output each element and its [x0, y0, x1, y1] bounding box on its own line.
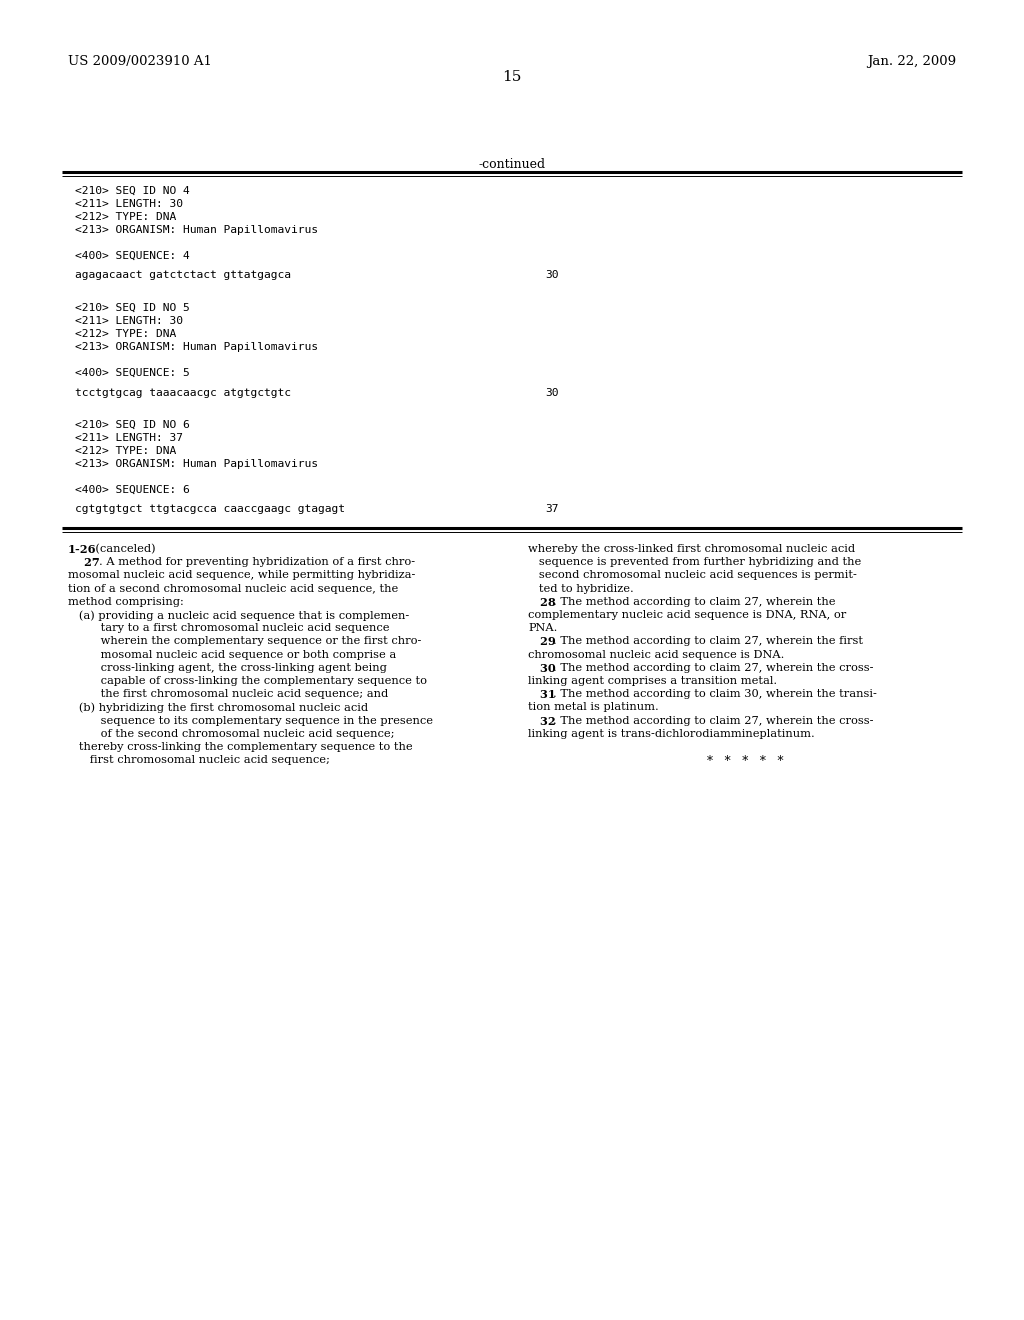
Text: method comprising:: method comprising:: [68, 597, 183, 607]
Text: . A method for preventing hybridization of a first chro-: . A method for preventing hybridization …: [98, 557, 415, 568]
Text: <400> SEQUENCE: 4: <400> SEQUENCE: 4: [75, 251, 189, 261]
Text: the first chromosomal nucleic acid sequence; and: the first chromosomal nucleic acid seque…: [68, 689, 388, 700]
Text: 1-26: 1-26: [68, 544, 96, 554]
Text: (b) hybridizing the first chromosomal nucleic acid: (b) hybridizing the first chromosomal nu…: [68, 702, 368, 713]
Text: agagacaact gatctctact gttatgagca: agagacaact gatctctact gttatgagca: [75, 271, 291, 281]
Text: Jan. 22, 2009: Jan. 22, 2009: [867, 55, 956, 69]
Text: second chromosomal nucleic acid sequences is permit-: second chromosomal nucleic acid sequence…: [528, 570, 857, 581]
Text: thereby cross-linking the complementary sequence to the: thereby cross-linking the complementary …: [68, 742, 413, 752]
Text: cross-linking agent, the cross-linking agent being: cross-linking agent, the cross-linking a…: [68, 663, 387, 673]
Text: <210> SEQ ID NO 5: <210> SEQ ID NO 5: [75, 304, 189, 313]
Text: 30: 30: [528, 663, 556, 673]
Text: 30: 30: [545, 271, 558, 281]
Text: <211> LENGTH: 30: <211> LENGTH: 30: [75, 315, 183, 326]
Text: whereby the cross-linked first chromosomal nucleic acid: whereby the cross-linked first chromosom…: [528, 544, 855, 554]
Text: 37: 37: [545, 504, 558, 515]
Text: . The method according to claim 27, wherein the cross-: . The method according to claim 27, wher…: [553, 663, 873, 673]
Text: <213> ORGANISM: Human Papillomavirus: <213> ORGANISM: Human Papillomavirus: [75, 224, 318, 235]
Text: <400> SEQUENCE: 5: <400> SEQUENCE: 5: [75, 368, 189, 378]
Text: tcctgtgcag taaacaacgc atgtgctgtc: tcctgtgcag taaacaacgc atgtgctgtc: [75, 388, 291, 397]
Text: 32: 32: [528, 715, 556, 726]
Text: <210> SEQ ID NO 6: <210> SEQ ID NO 6: [75, 420, 189, 430]
Text: sequence is prevented from further hybridizing and the: sequence is prevented from further hybri…: [528, 557, 861, 568]
Text: tary to a first chromosomal nucleic acid sequence: tary to a first chromosomal nucleic acid…: [68, 623, 389, 634]
Text: sequence to its complementary sequence in the presence: sequence to its complementary sequence i…: [68, 715, 433, 726]
Text: wherein the complementary sequence or the first chro-: wherein the complementary sequence or th…: [68, 636, 421, 647]
Text: PNA.: PNA.: [528, 623, 557, 634]
Text: . The method according to claim 27, wherein the cross-: . The method according to claim 27, wher…: [553, 715, 873, 726]
Text: . (canceled): . (canceled): [88, 544, 156, 554]
Text: 15: 15: [503, 70, 521, 84]
Text: . The method according to claim 27, wherein the first: . The method according to claim 27, wher…: [553, 636, 863, 647]
Text: <213> ORGANISM: Human Papillomavirus: <213> ORGANISM: Human Papillomavirus: [75, 342, 318, 352]
Text: <213> ORGANISM: Human Papillomavirus: <213> ORGANISM: Human Papillomavirus: [75, 459, 318, 469]
Text: of the second chromosomal nucleic acid sequence;: of the second chromosomal nucleic acid s…: [68, 729, 394, 739]
Text: <211> LENGTH: 30: <211> LENGTH: 30: [75, 199, 183, 209]
Text: capable of cross-linking the complementary sequence to: capable of cross-linking the complementa…: [68, 676, 427, 686]
Text: <211> LENGTH: 37: <211> LENGTH: 37: [75, 433, 183, 444]
Text: . The method according to claim 27, wherein the: . The method according to claim 27, wher…: [553, 597, 836, 607]
Text: 30: 30: [545, 388, 558, 397]
Text: 29: 29: [528, 636, 556, 647]
Text: mosomal nucleic acid sequence, while permitting hybridiza-: mosomal nucleic acid sequence, while per…: [68, 570, 416, 581]
Text: cgtgtgtgct ttgtacgcca caaccgaagc gtagagt: cgtgtgtgct ttgtacgcca caaccgaagc gtagagt: [75, 504, 345, 515]
Text: ted to hybridize.: ted to hybridize.: [528, 583, 634, 594]
Text: tion metal is platinum.: tion metal is platinum.: [528, 702, 658, 713]
Text: 27: 27: [68, 557, 99, 568]
Text: chromosomal nucleic acid sequence is DNA.: chromosomal nucleic acid sequence is DNA…: [528, 649, 784, 660]
Text: 31: 31: [528, 689, 556, 700]
Text: <212> TYPE: DNA: <212> TYPE: DNA: [75, 329, 176, 339]
Text: linking agent comprises a transition metal.: linking agent comprises a transition met…: [528, 676, 777, 686]
Text: *   *   *   *   *: * * * * *: [707, 755, 783, 768]
Text: US 2009/0023910 A1: US 2009/0023910 A1: [68, 55, 212, 69]
Text: <212> TYPE: DNA: <212> TYPE: DNA: [75, 213, 176, 222]
Text: linking agent is trans-dichlorodiammineplatinum.: linking agent is trans-dichlorodiamminep…: [528, 729, 815, 739]
Text: first chromosomal nucleic acid sequence;: first chromosomal nucleic acid sequence;: [68, 755, 330, 766]
Text: complementary nucleic acid sequence is DNA, RNA, or: complementary nucleic acid sequence is D…: [528, 610, 846, 620]
Text: -continued: -continued: [478, 158, 546, 172]
Text: <400> SEQUENCE: 6: <400> SEQUENCE: 6: [75, 484, 189, 495]
Text: <212> TYPE: DNA: <212> TYPE: DNA: [75, 446, 176, 455]
Text: tion of a second chromosomal nucleic acid sequence, the: tion of a second chromosomal nucleic aci…: [68, 583, 398, 594]
Text: <210> SEQ ID NO 4: <210> SEQ ID NO 4: [75, 186, 189, 195]
Text: 28: 28: [528, 597, 556, 607]
Text: . The method according to claim 30, wherein the transi-: . The method according to claim 30, wher…: [553, 689, 878, 700]
Text: mosomal nucleic acid sequence or both comprise a: mosomal nucleic acid sequence or both co…: [68, 649, 396, 660]
Text: (a) providing a nucleic acid sequence that is complemen-: (a) providing a nucleic acid sequence th…: [68, 610, 410, 620]
